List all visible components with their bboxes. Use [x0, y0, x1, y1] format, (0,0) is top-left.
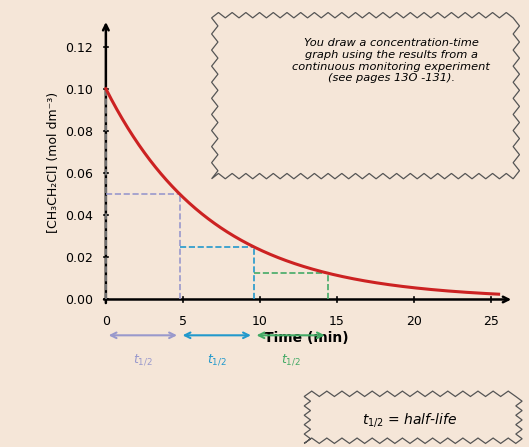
Text: $t_{1/2}$: $t_{1/2}$	[133, 352, 153, 367]
Text: $t_{1/2}$: $t_{1/2}$	[207, 352, 226, 367]
Y-axis label: [CH₃CH₂Cl] (mol dm⁻³): [CH₃CH₂Cl] (mol dm⁻³)	[47, 92, 60, 233]
Text: $t_{1/2}$: $t_{1/2}$	[281, 352, 300, 367]
X-axis label: Time (min): Time (min)	[264, 331, 349, 345]
Text: You draw a concentration-time
graph using the results from a
continuous monitori: You draw a concentration-time graph usin…	[293, 38, 490, 83]
Text: $t_{1/2}$ = half-life: $t_{1/2}$ = half-life	[362, 411, 458, 429]
